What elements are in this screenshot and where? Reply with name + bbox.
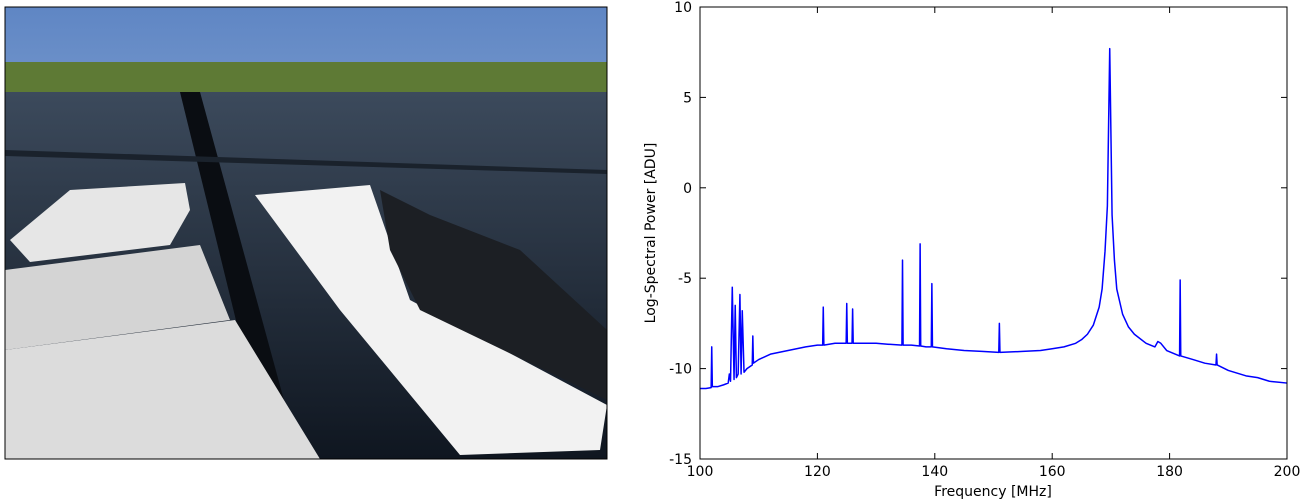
x-axis-label: Frequency [MHz]: [934, 484, 1052, 500]
x-tick-label: 180: [1156, 464, 1183, 480]
x-tick-label: 200: [1274, 464, 1301, 480]
photo: [4, 6, 608, 460]
x-tick-label: 100: [687, 464, 714, 480]
x-tick-label: 120: [804, 464, 831, 480]
data-line: [700, 47, 1288, 390]
plot-frame: [699, 6, 1288, 460]
y-tick-label: -10: [669, 362, 692, 378]
y-tick-label: 10: [674, 0, 692, 16]
y-tick-label: 0: [683, 181, 692, 197]
y-tick-label: -5: [678, 271, 692, 287]
x-tick-label: 160: [1039, 464, 1066, 480]
y-tick-label: 5: [683, 90, 692, 106]
y-tick-label: -15: [669, 452, 692, 468]
y-axis-label: Log-Spectral Power [ADU]: [643, 143, 659, 324]
x-tick-label: 140: [921, 464, 948, 480]
